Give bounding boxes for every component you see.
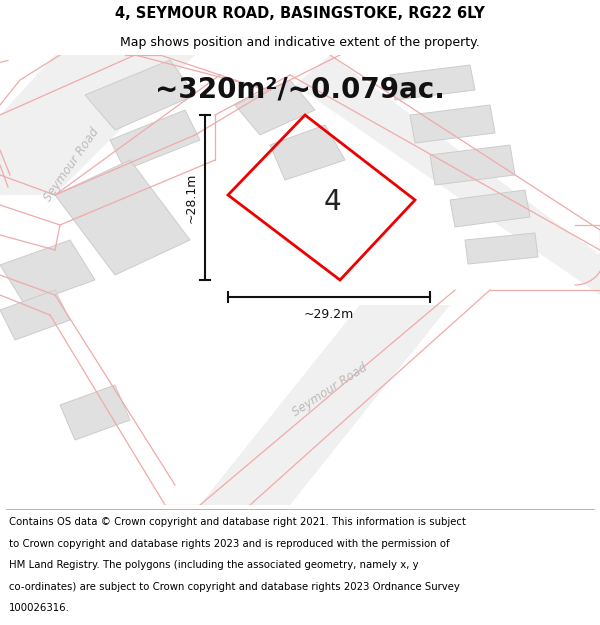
- Text: Contains OS data © Crown copyright and database right 2021. This information is : Contains OS data © Crown copyright and d…: [9, 517, 466, 527]
- Text: 4: 4: [323, 189, 341, 216]
- Polygon shape: [430, 145, 515, 185]
- Polygon shape: [200, 305, 400, 505]
- Polygon shape: [200, 305, 450, 505]
- Polygon shape: [0, 55, 195, 195]
- Polygon shape: [295, 55, 600, 295]
- Text: ~320m²/~0.079ac.: ~320m²/~0.079ac.: [155, 76, 445, 104]
- Polygon shape: [390, 65, 475, 100]
- Polygon shape: [410, 105, 495, 143]
- Polygon shape: [0, 240, 95, 305]
- Text: Map shows position and indicative extent of the property.: Map shows position and indicative extent…: [120, 36, 480, 49]
- Polygon shape: [465, 233, 538, 264]
- Text: to Crown copyright and database rights 2023 and is reproduced with the permissio: to Crown copyright and database rights 2…: [9, 539, 449, 549]
- Text: Seymour Road: Seymour Road: [290, 361, 370, 419]
- Polygon shape: [0, 290, 70, 340]
- Polygon shape: [55, 160, 190, 275]
- Polygon shape: [450, 190, 530, 227]
- Text: Seymour Road: Seymour Road: [42, 126, 102, 204]
- Text: ~29.2m: ~29.2m: [304, 309, 354, 321]
- Polygon shape: [60, 385, 130, 440]
- Polygon shape: [110, 110, 200, 170]
- Text: ~28.1m: ~28.1m: [185, 173, 197, 222]
- Polygon shape: [270, 125, 345, 180]
- Polygon shape: [235, 80, 315, 135]
- Text: HM Land Registry. The polygons (including the associated geometry, namely x, y: HM Land Registry. The polygons (includin…: [9, 560, 419, 570]
- Polygon shape: [85, 60, 195, 130]
- Polygon shape: [0, 55, 130, 165]
- Text: co-ordinates) are subject to Crown copyright and database rights 2023 Ordnance S: co-ordinates) are subject to Crown copyr…: [9, 582, 460, 592]
- Text: 4, SEYMOUR ROAD, BASINGSTOKE, RG22 6LY: 4, SEYMOUR ROAD, BASINGSTOKE, RG22 6LY: [115, 6, 485, 21]
- Text: 100026316.: 100026316.: [9, 603, 70, 613]
